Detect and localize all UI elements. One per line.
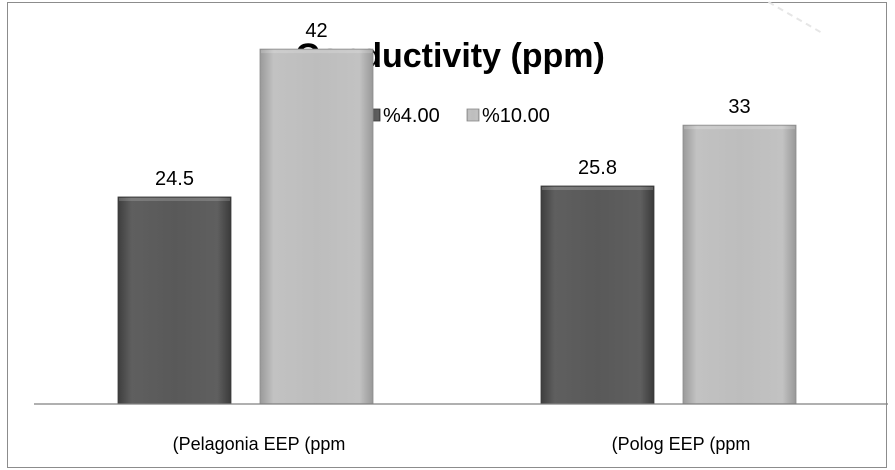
legend-label-10: %10.00 [482,105,550,127]
bar-highlight-pelagonia-4 [119,197,230,201]
bars-layer: 24.5 25.8 42 33 [117,20,797,405]
bar-highlight-polog-10 [684,126,795,130]
data-label-polog-4: 25.8 [578,157,617,179]
bar-polog-4 [540,185,655,405]
legend-swatch-10 [466,108,480,122]
legend-label-4: %4.00 [383,105,440,127]
category-label-pelagonia: (Pelagonia EEP (ppm [173,434,346,454]
legend: %4.00 %10.00 [367,105,550,127]
data-label-pelagonia-4: 24.5 [155,168,194,190]
bar-highlight-polog-4 [542,186,653,190]
bar-polog-10 [682,124,797,405]
chart-frame: Conductivity (ppm) %4.00 %10.00 24.5 25.8… [7,0,888,468]
bar-highlight-pelagonia-10 [261,50,372,54]
bar-pelagonia-10 [259,48,374,405]
category-label-polog: (Polog EEP (ppm [612,434,751,454]
bar-pelagonia-4 [117,196,232,405]
data-label-pelagonia-10: 42 [305,20,327,42]
chart-svg: Conductivity (ppm) %4.00 %10.00 24.5 25.8… [34,20,888,454]
data-label-polog-10: 33 [728,96,750,118]
